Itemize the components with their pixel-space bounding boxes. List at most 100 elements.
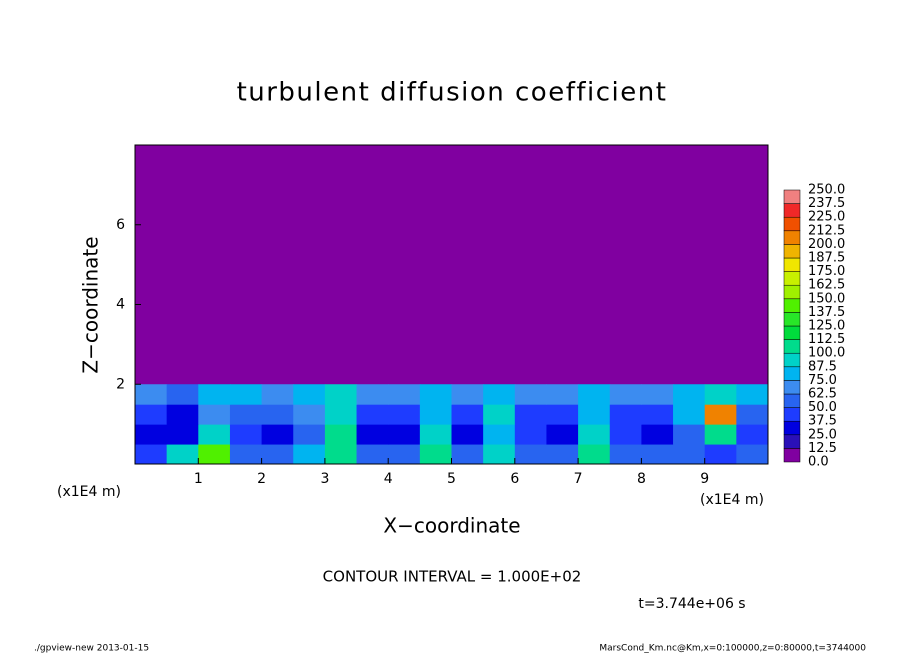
heat-cell: [166, 404, 199, 425]
heat-cell: [546, 424, 579, 445]
heat-cell: [261, 424, 294, 445]
colorbar-segment: [783, 448, 801, 463]
heat-cell: [166, 444, 199, 465]
heat-cell: [388, 384, 421, 405]
footer-left: ./gpview-new 2013-01-15: [34, 644, 149, 654]
colorbar-segment: [783, 203, 801, 218]
heat-cell: [609, 404, 642, 425]
colorbar-label: 162.5: [808, 278, 845, 293]
heat-cell: [198, 424, 231, 445]
heat-cell: [324, 444, 358, 465]
x-axis-label: X−coordinate: [383, 514, 520, 538]
heat-cell: [451, 424, 484, 445]
heat-cell: [451, 404, 484, 425]
heat-cell: [261, 384, 294, 405]
heat-cell: [578, 384, 611, 405]
colorbar-label: 62.5: [808, 387, 837, 402]
heat-cell: [356, 444, 389, 465]
colorbar-label: 187.5: [808, 251, 845, 266]
heat-cell: [483, 444, 516, 465]
heat-cell: [673, 444, 706, 465]
heat-cell: [736, 404, 769, 425]
colorbar-label: 100.0: [808, 346, 845, 361]
heat-cell: [641, 424, 674, 445]
heat-cell: [451, 444, 484, 465]
heat-cell: [578, 404, 611, 425]
heat-cell: [135, 384, 168, 405]
colorbar-label: 150.0: [808, 291, 845, 306]
heat-cell: [451, 384, 484, 405]
heat-cell: [388, 404, 421, 425]
heat-cell: [356, 404, 389, 425]
x-tick-label: 1: [194, 471, 203, 487]
heat-cell: [483, 404, 516, 425]
heat-cell: [324, 404, 358, 425]
heat-cell: [483, 424, 516, 445]
colorbar-label: 50.0: [808, 400, 837, 415]
colorbar-label: 250.0: [808, 183, 845, 198]
heat-cell: [293, 384, 326, 405]
colorbar-segment: [783, 244, 801, 259]
colorbar-segment: [783, 434, 801, 449]
heat-cell: [198, 444, 231, 465]
heat-cell: [704, 404, 737, 425]
y-tick-label: 2: [116, 376, 125, 392]
colorbar-segment: [783, 312, 801, 327]
colorbar-label: 200.0: [808, 237, 845, 252]
heat-cell: [736, 424, 769, 445]
heat-cell: [736, 384, 769, 405]
heat-cell: [673, 424, 706, 445]
heat-cell: [293, 444, 326, 465]
heat-cell: [704, 444, 737, 465]
y-axis-label: Z−coordinate: [79, 236, 103, 373]
heat-cell: [293, 404, 326, 425]
time-label: t=3.744e+06 s: [638, 596, 745, 612]
x-tick-label: 3: [320, 471, 329, 487]
x-unit-right: (x1E4 m): [700, 492, 764, 508]
heat-cell: [704, 384, 737, 405]
heat-cell: [483, 384, 516, 405]
colorbar-label: 12.5: [808, 441, 837, 456]
colorbar-segment: [783, 339, 801, 354]
x-tick-label: 5: [447, 471, 456, 487]
heat-cell: [673, 384, 706, 405]
heat-cell: [261, 444, 294, 465]
heat-cell: [546, 384, 579, 405]
heat-cell: [578, 424, 611, 445]
heat-cell: [135, 444, 168, 465]
colorbar-segment: [783, 325, 801, 340]
colorbar-segment: [783, 366, 801, 381]
heat-cell: [704, 424, 737, 445]
heat-cell: [198, 404, 231, 425]
heat-cell: [641, 444, 674, 465]
colorbar-label: 112.5: [808, 332, 845, 347]
heat-cell: [324, 424, 358, 445]
colorbar-label: 237.5: [808, 196, 845, 211]
heat-cell: [293, 424, 326, 445]
heat-cell: [609, 444, 642, 465]
heat-cell: [419, 404, 452, 425]
contour-interval: CONTOUR INTERVAL = 1.000E+02: [323, 568, 582, 586]
x-unit-left: (x1E4 m): [57, 484, 121, 500]
heat-cell: [673, 404, 706, 425]
x-tick-label: 9: [700, 471, 709, 487]
heat-cell: [736, 444, 769, 465]
heat-cell: [609, 384, 642, 405]
heat-cell: [641, 404, 674, 425]
heat-cell: [419, 444, 452, 465]
colorbar-segment: [783, 189, 801, 204]
heat-cell: [514, 444, 547, 465]
colorbar-segment: [783, 271, 801, 286]
heat-cell: [514, 384, 547, 405]
heat-cell: [356, 424, 389, 445]
heat-cell: [261, 404, 294, 425]
colorbar-label: 137.5: [808, 305, 845, 320]
heat-cell: [546, 444, 579, 465]
heat-cell: [198, 384, 231, 405]
colorbar-segment: [783, 352, 801, 368]
heat-cell: [135, 424, 168, 445]
colorbar-label: 87.5: [808, 359, 837, 374]
y-tick-label: 4: [116, 297, 125, 313]
x-tick-label: 2: [257, 471, 266, 487]
x-tick-label: 8: [637, 471, 646, 487]
